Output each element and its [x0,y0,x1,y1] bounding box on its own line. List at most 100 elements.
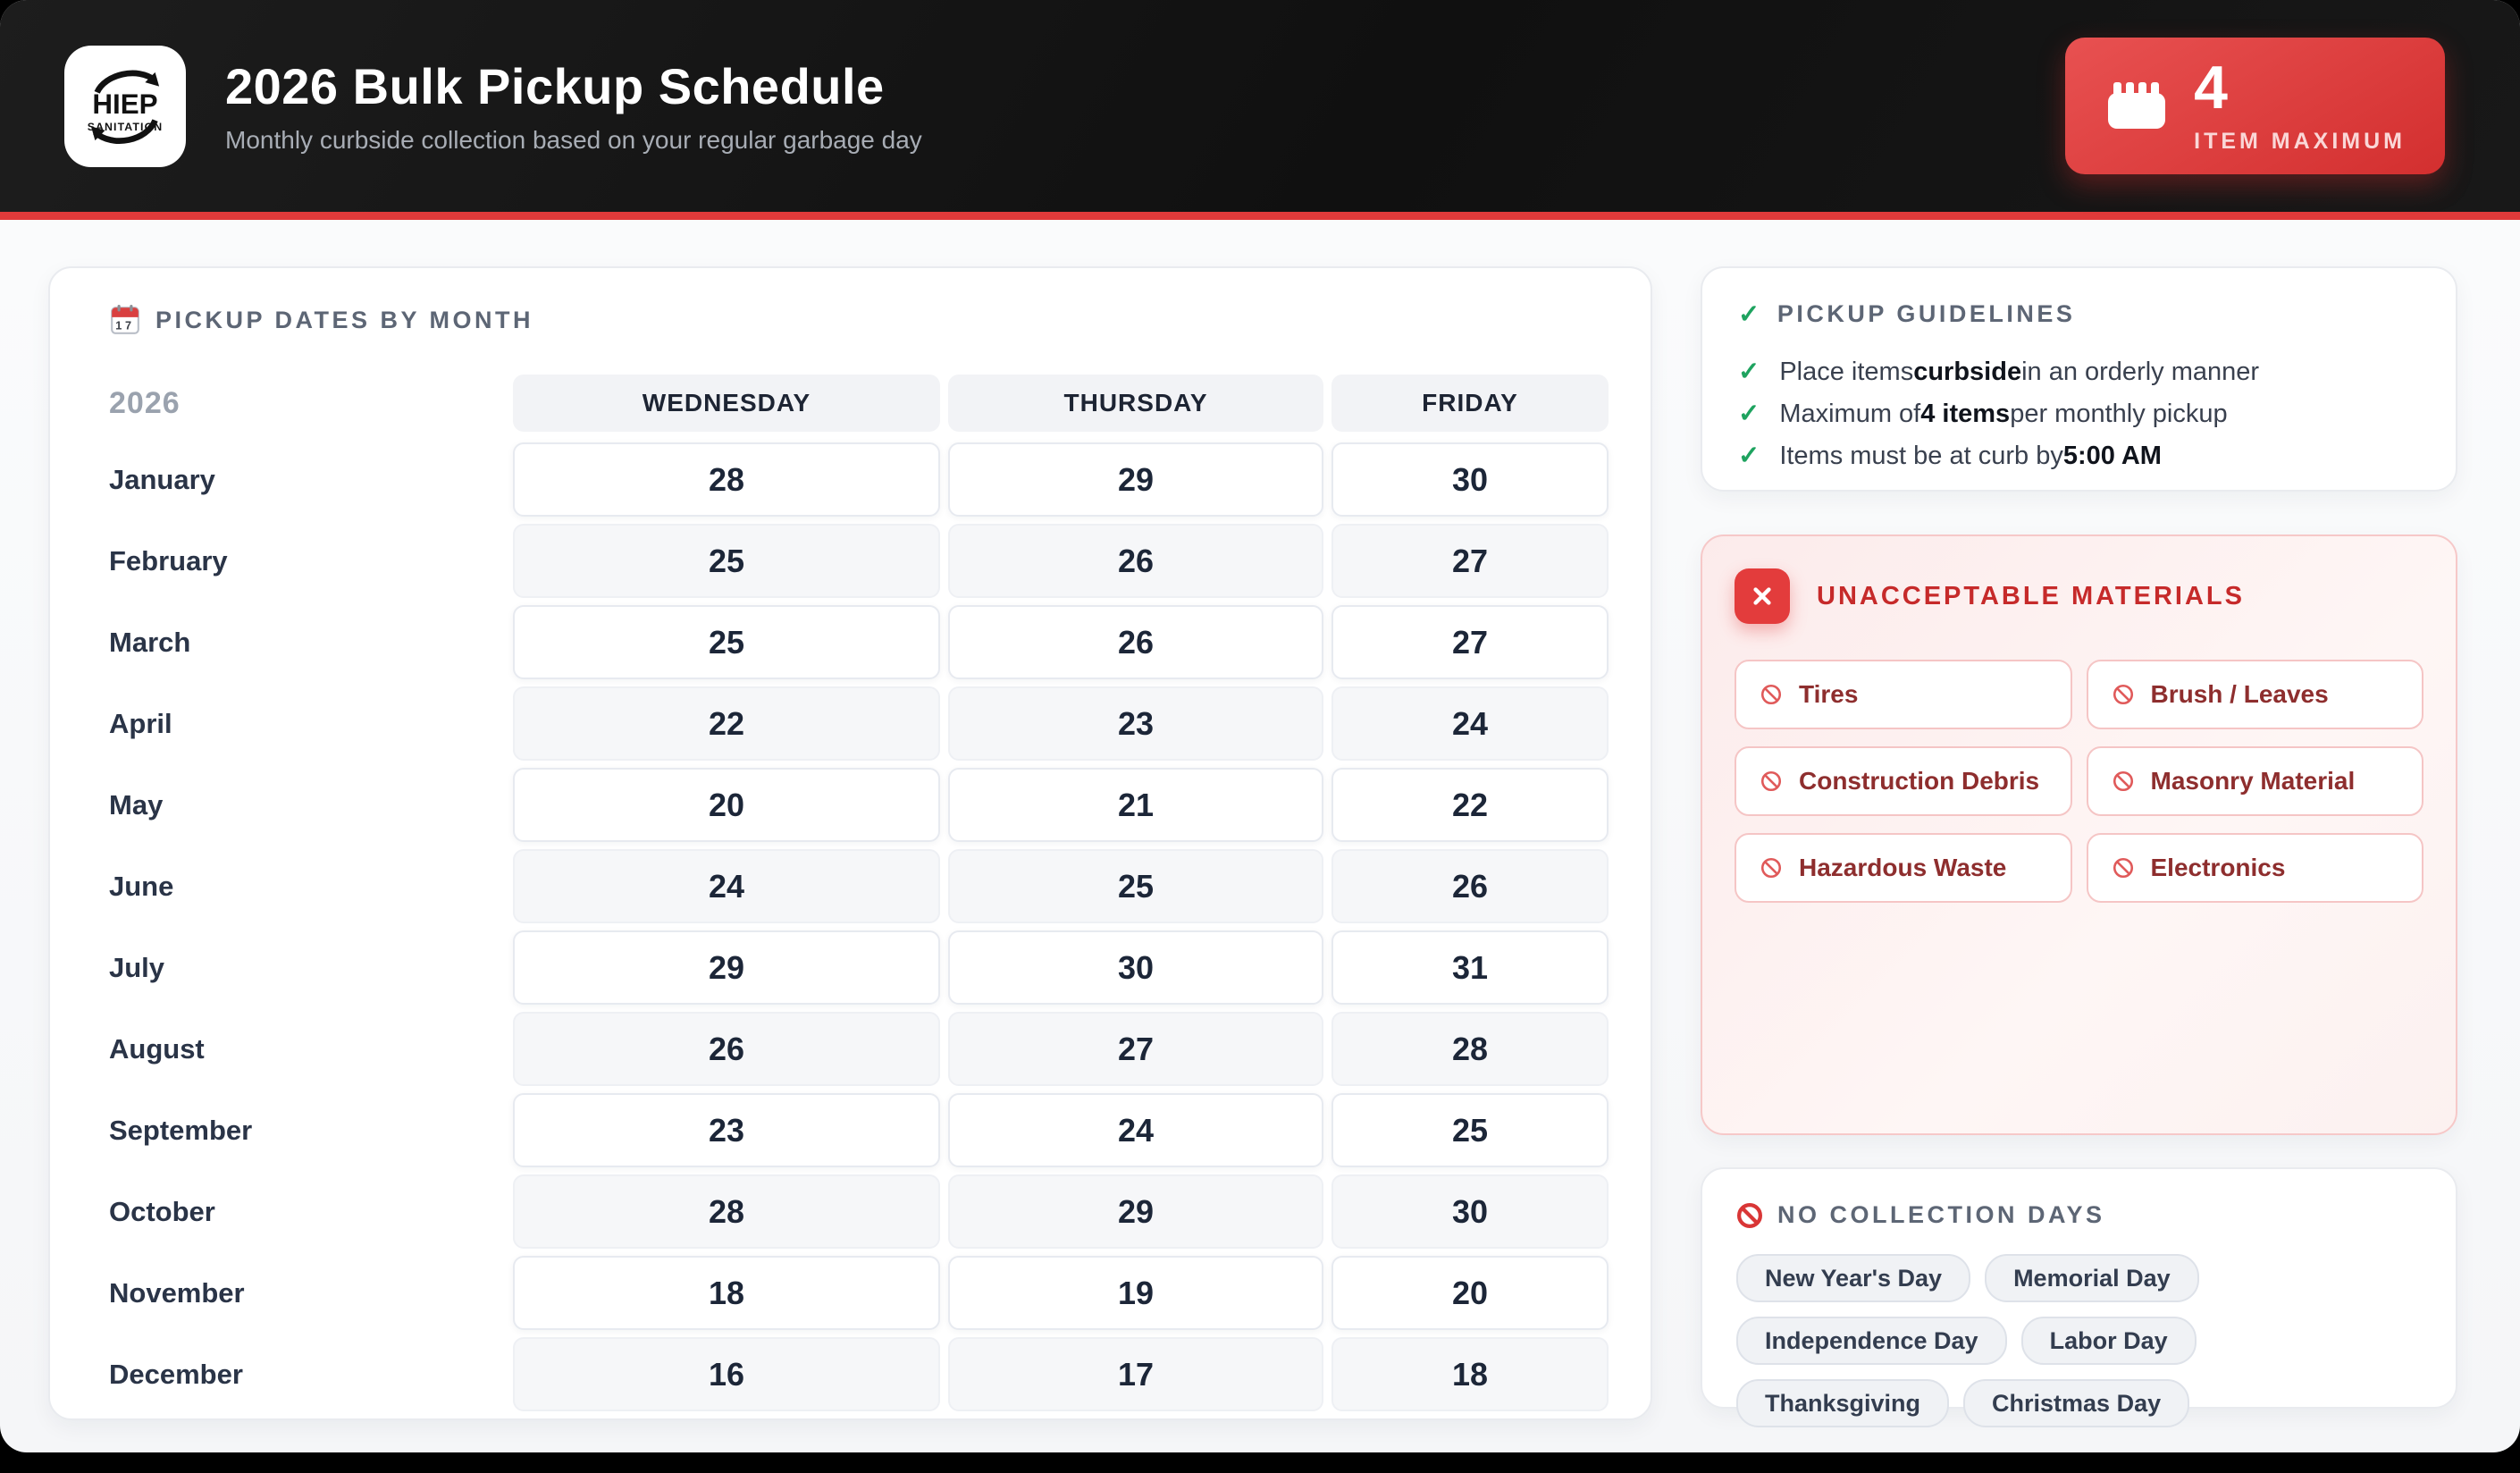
date-cell: 27 [948,1012,1323,1086]
date-cell: 26 [513,1012,940,1086]
badge-label: ITEM MAXIMUM [2194,129,2406,154]
date-cell: 22 [513,686,940,761]
date-cell: 20 [513,768,940,842]
prohibited-icon [1760,770,1782,792]
date-cell: 16 [513,1337,940,1411]
company-logo: HIEP SANITATION [64,45,186,167]
date-cell: 27 [1331,524,1609,598]
guideline-item: ✓ Place itemscurbsidein an orderly manner [1738,351,2420,393]
guideline-text: Maximum of4 itemsper monthly pickup [1779,393,2227,435]
guideline-text-post: in an orderly manner [2021,358,2260,386]
holiday-pill: Christmas Day [1963,1379,2190,1427]
logo-text-sanitation: SANITATION [88,120,164,132]
logo-arrows-icon: HIEP SANITATION [88,70,164,144]
prohibited-icon [1760,857,1782,879]
date-cell: 25 [513,524,940,598]
calendar-page-icon: 17 [111,305,139,334]
date-cell: 19 [948,1256,1323,1330]
month-label-august: August [109,1032,205,1065]
month-label-march: March [109,626,191,658]
badge-text: 4 ITEM MAXIMUM [2194,57,2406,155]
date-cell: 30 [948,930,1323,1005]
header-titles: 2026 Bulk Pickup Schedule Monthly curbsi… [225,57,922,155]
x-icon [1735,568,1790,624]
date-cell: 18 [513,1256,940,1330]
check-icon: ✓ [1738,300,1763,329]
holiday-pill: Labor Day [2020,1317,2197,1365]
guidelines-heading-label: PICKUP GUIDELINES [1777,300,2076,327]
month-label-january: January [109,463,215,495]
badge-number: 4 [2194,54,2228,122]
check-icon: ✓ [1738,442,1760,470]
prohibited-icon [2113,857,2133,879]
month-label-december: December [109,1358,243,1390]
item-maximum-badge: 4 ITEM MAXIMUM [2065,38,2445,174]
date-cell: 29 [948,442,1323,517]
date-cell: 27 [1331,605,1609,679]
guideline-text-bold: 5:00 AM [2062,442,2162,470]
prohibited-icon [1760,684,1782,705]
check-icon: ✓ [1738,358,1760,386]
date-cell: 28 [513,1174,940,1249]
date-cell: 26 [948,605,1323,679]
holiday-pill: New Year's Day [1736,1254,1971,1302]
date-cell: 22 [1331,768,1609,842]
month-label-february: February [109,544,228,577]
column-header-wednesday: WEDNESDAY [513,375,940,432]
date-cell: 29 [948,1174,1323,1249]
guideline-text: Items must be at curb by5:00 AM [1779,435,2162,477]
month-label-may: May [109,788,164,821]
unacceptable-item-label: Electronics [2150,854,2286,881]
guideline-text: Place itemscurbsidein an orderly manner [1779,351,2259,393]
date-cell: 25 [513,605,940,679]
no-collection-days-card: NO COLLECTION DAYS New Year's Day Memoria… [1701,1167,2457,1427]
unacceptable-item-label: Construction Debris [1799,767,2040,795]
month-label-june: June [109,870,174,902]
date-cell: 31 [1331,930,1609,1005]
svg-text:17: 17 [115,320,135,332]
date-cell: 24 [1331,686,1609,761]
header: HIEP SANITATION 2026 Bulk Pickup Schedul… [0,0,2520,212]
holiday-pills: New Year's Day Memorial Day Independence D… [1736,1254,2422,1427]
date-cell: 28 [513,442,940,517]
guideline-item: ✓ Items must be at curb by5:00 AM [1738,435,2420,477]
date-cell: 17 [948,1337,1323,1411]
column-header-friday: FRIDAY [1331,375,1609,432]
date-cell: 28 [1331,1012,1609,1086]
unacceptable-item: Masonry Material [2086,746,2423,816]
guideline-item: ✓ Maximum of4 itemsper monthly pickup [1738,393,2420,435]
column-header-thursday: THURSDAY [948,375,1323,432]
unacceptable-item: Brush / Leaves [2086,660,2423,729]
year-label: 2026 [109,385,181,420]
month-label-september: September [109,1114,253,1146]
calendar-icon [2108,81,2166,129]
check-icon: ✓ [1738,400,1760,428]
no-collection-heading-label: NO COLLECTION DAYS [1777,1201,2105,1228]
month-label-november: November [109,1276,245,1309]
guideline-text-bold: curbside [1913,358,2022,386]
unacceptable-item-label: Brush / Leaves [2150,680,2329,708]
page-subtitle: Monthly curbside collection based on you… [225,126,922,154]
schedule-table-body: January 28 29 30 February 25 26 27 March 25 26 27 Ap… [109,442,1609,1411]
unacceptable-item-label: Hazardous Waste [1799,854,2007,881]
date-cell: 24 [948,1093,1323,1167]
date-cell: 23 [513,1093,940,1167]
unacceptable-item: Electronics [2086,833,2423,903]
date-cell: 25 [948,849,1323,923]
date-cell: 21 [948,768,1323,842]
unacceptable-item: Tires [1735,660,2072,729]
unacceptable-items-grid: Tires Brush / Leaves Construction Debris Ma… [1735,660,2423,903]
holiday-pill: Thanksgiving [1736,1379,1950,1427]
schedule-heading: 17 PICKUP DATES BY MONTH [109,304,1606,336]
guidelines-list: ✓ Place itemscurbsidein an orderly manner… [1738,351,2420,477]
main-content: 17 PICKUP DATES BY MONTH 2026 WEDNESDAY T… [0,220,2520,1427]
unacceptable-materials-card: UNACCEPTABLE MATERIALS Tires Brush / Leav… [1701,534,2457,1135]
date-cell: 26 [1331,849,1609,923]
month-label-october: October [109,1195,215,1227]
unacceptable-heading: UNACCEPTABLE MATERIALS [1735,568,2423,624]
prohibited-icon [2113,770,2133,792]
date-cell: 18 [1331,1337,1609,1411]
date-cell: 29 [513,930,940,1005]
accent-stripe [0,212,2520,220]
